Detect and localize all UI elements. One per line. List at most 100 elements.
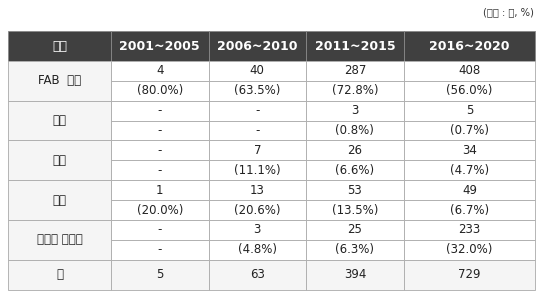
Text: -: - [158, 104, 162, 117]
Bar [404, 260, 535, 290]
Text: FAB  공정: FAB 공정 [38, 74, 81, 87]
Bar [111, 240, 209, 260]
Bar [111, 220, 209, 240]
Text: 7: 7 [254, 144, 261, 157]
Bar [404, 101, 535, 121]
Bar [111, 61, 209, 81]
Bar [111, 121, 209, 140]
Bar [8, 260, 111, 290]
Bar [404, 200, 535, 220]
Bar [404, 121, 535, 140]
Text: 3: 3 [254, 223, 261, 236]
Text: 2006~2010: 2006~2010 [217, 40, 298, 53]
Text: 5: 5 [156, 268, 164, 281]
Bar [209, 240, 306, 260]
Text: 2001~2005: 2001~2005 [119, 40, 200, 53]
Text: -: - [158, 144, 162, 157]
Text: -: - [158, 164, 162, 177]
Bar [209, 220, 306, 240]
Bar [404, 180, 535, 200]
Text: -: - [255, 124, 260, 137]
Bar [306, 140, 404, 160]
Bar [8, 220, 111, 260]
Text: (0.8%): (0.8%) [335, 124, 375, 137]
Bar [209, 101, 306, 121]
Bar [306, 240, 404, 260]
Bar [8, 140, 111, 180]
Bar [111, 200, 209, 220]
Text: 408: 408 [459, 64, 481, 77]
Text: 1: 1 [156, 184, 164, 197]
Bar [306, 61, 404, 81]
Text: 장비: 장비 [53, 194, 67, 207]
Bar [306, 160, 404, 180]
Text: 13: 13 [250, 184, 264, 197]
Bar [209, 121, 306, 140]
Bar [111, 101, 209, 121]
Text: (72.8%): (72.8%) [332, 84, 378, 97]
Bar [8, 180, 111, 220]
Text: 2011~2015: 2011~2015 [314, 40, 395, 53]
Bar [404, 81, 535, 101]
Bar [306, 121, 404, 140]
Text: 49: 49 [462, 184, 477, 197]
Bar [111, 260, 209, 290]
Bar [8, 61, 111, 101]
Text: -: - [158, 223, 162, 236]
Text: (11.1%): (11.1%) [234, 164, 281, 177]
Text: (56.0%): (56.0%) [447, 84, 493, 97]
Text: (6.3%): (6.3%) [335, 243, 375, 256]
Bar [111, 180, 209, 200]
Text: 63: 63 [250, 268, 264, 281]
Bar [404, 31, 535, 61]
Text: 설계: 설계 [53, 114, 67, 127]
Bar [306, 180, 404, 200]
Text: (13.5%): (13.5%) [332, 203, 378, 217]
Bar [209, 200, 306, 220]
Text: (80.0%): (80.0%) [137, 84, 183, 97]
Bar [306, 31, 404, 61]
Bar [306, 220, 404, 240]
Text: (6.6%): (6.6%) [335, 164, 375, 177]
Text: 2016~2020: 2016~2020 [429, 40, 510, 53]
Text: 34: 34 [462, 144, 477, 157]
Text: (0.7%): (0.7%) [450, 124, 489, 137]
Bar [8, 31, 111, 61]
Text: (단위 : 건, %): (단위 : 건, %) [483, 7, 534, 18]
Text: 26: 26 [347, 144, 363, 157]
Bar [209, 180, 306, 200]
Text: (32.0%): (32.0%) [447, 243, 493, 256]
Bar [209, 140, 306, 160]
Text: 3: 3 [351, 104, 359, 117]
Text: 40: 40 [250, 64, 264, 77]
Text: 53: 53 [347, 184, 362, 197]
Bar [306, 260, 404, 290]
Text: -: - [158, 124, 162, 137]
Bar [404, 160, 535, 180]
Bar [404, 220, 535, 240]
Bar [404, 61, 535, 81]
Bar [209, 160, 306, 180]
Text: (6.7%): (6.7%) [450, 203, 489, 217]
Bar [8, 101, 111, 140]
Text: 394: 394 [344, 268, 366, 281]
Bar [209, 81, 306, 101]
Text: (63.5%): (63.5%) [234, 84, 281, 97]
Text: (4.8%): (4.8%) [238, 243, 277, 256]
Bar [111, 140, 209, 160]
Bar [306, 101, 404, 121]
Text: 729: 729 [459, 268, 481, 281]
Text: 중국: 중국 [52, 40, 67, 53]
Text: -: - [255, 104, 260, 117]
Text: 계: 계 [56, 268, 63, 281]
Bar [209, 31, 306, 61]
Text: (20.6%): (20.6%) [234, 203, 281, 217]
Text: (20.0%): (20.0%) [137, 203, 183, 217]
Text: -: - [158, 243, 162, 256]
Bar [111, 81, 209, 101]
Bar [306, 200, 404, 220]
Text: 소재: 소재 [53, 154, 67, 167]
Bar [306, 81, 404, 101]
Text: 287: 287 [344, 64, 366, 77]
Text: 5: 5 [466, 104, 473, 117]
